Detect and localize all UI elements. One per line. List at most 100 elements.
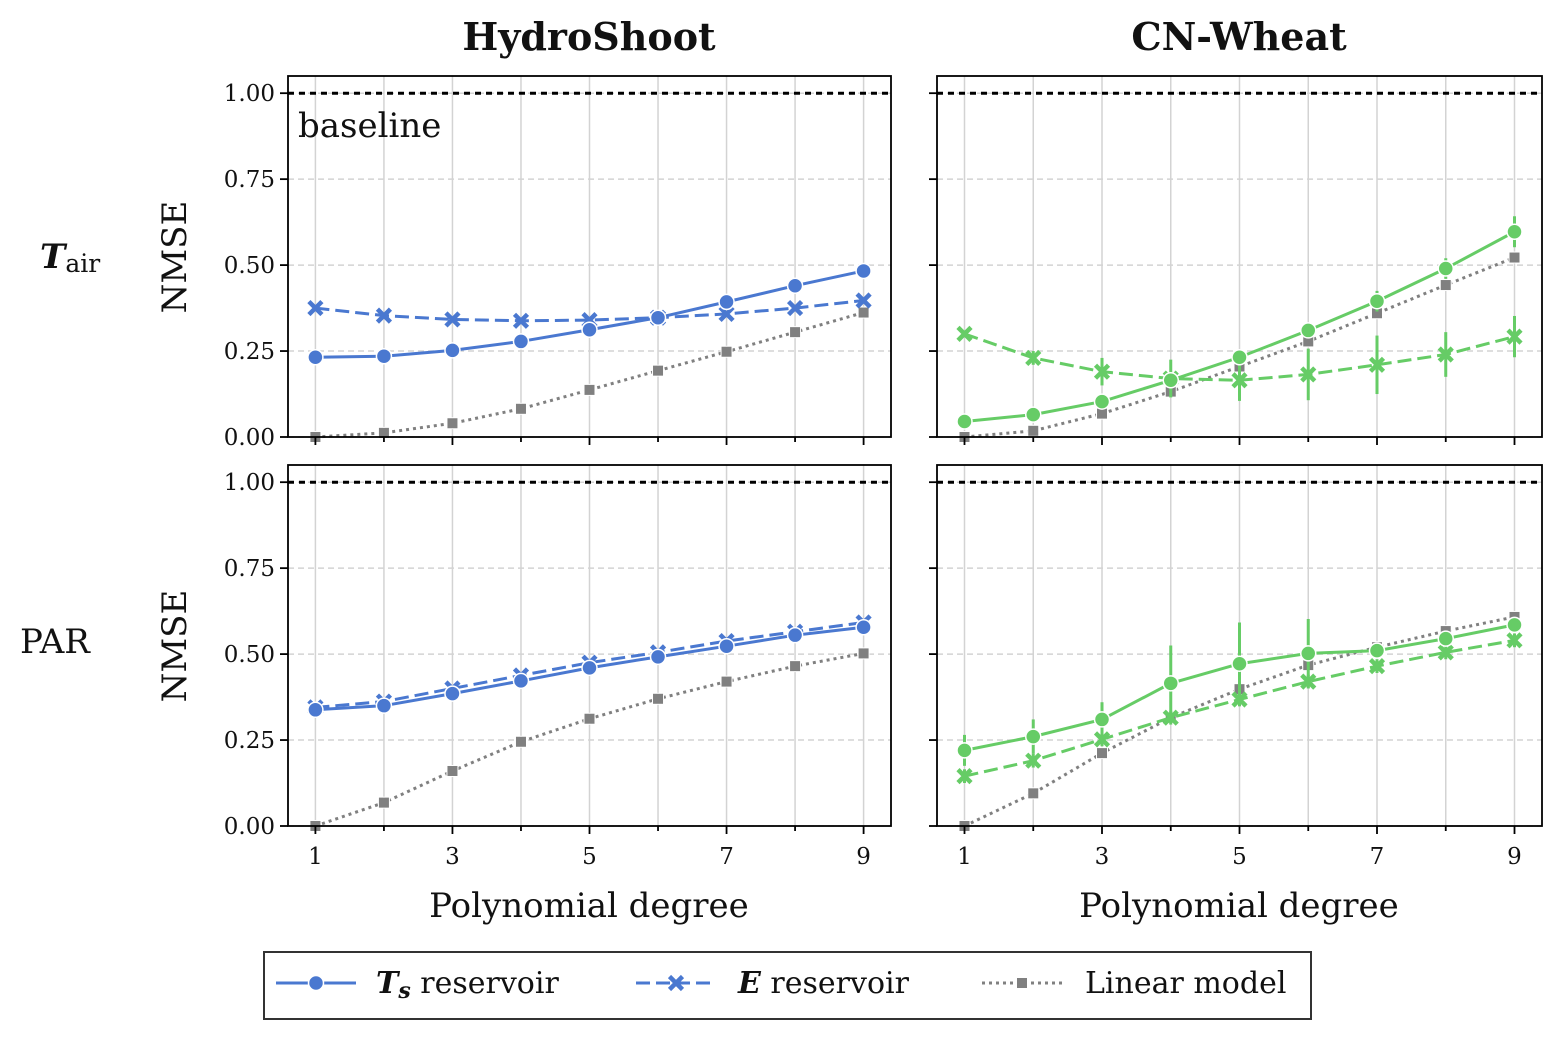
point-ts-reservoir-7 [1368,292,1386,310]
legend-swatch-linear-model [982,977,1062,989]
legend-marker-e-reservoir [667,974,685,992]
col-title-hydroshoot: HydroShoot [462,14,716,59]
point-ts-reservoir-6 [1300,322,1317,339]
panel-cnwheat-par: 1 3 5 7 9 [929,464,1543,870]
point-ts-reservoir-6 [649,309,667,326]
point-e-reservoir-8 [786,299,804,317]
point-ts-reservoir-2 [375,347,393,365]
ylabel-top: NMSE [155,201,195,314]
point-ts-reservoir-6 [1300,645,1317,662]
point-e-reservoir-2 [375,307,393,324]
col-title-cnwheat: CN-Wheat [1131,14,1347,59]
point-linear-model-3 [446,417,459,430]
point-e-reservoir-8 [1437,346,1454,363]
point-ts-reservoir-2 [1025,406,1042,423]
series-linear-model [309,647,870,832]
point-ts-reservoir-8 [1437,630,1454,647]
point-ts-reservoir-8 [1437,260,1454,277]
legend-marker-ts-reservoir [307,974,325,992]
legend-ts-sub: s [397,978,410,1004]
ytick-label-1.00: 1.00 [224,81,275,107]
xtick-label-3: 3 [1095,844,1110,870]
point-ts-reservoir-7 [718,293,735,311]
legend: Ts reservoir E reservoir Linear model [263,951,1312,1020]
legend-swatch-ts-reservoir [276,974,356,992]
xtick-label-5: 5 [1232,844,1247,870]
point-e-reservoir-1 [956,768,973,785]
point-e-reservoir-1 [956,325,973,342]
point-ts-reservoir-4 [512,672,530,690]
point-ts-reservoir-1 [307,348,324,366]
point-e-reservoir-7 [1368,356,1386,373]
series-ts-reservoir [307,619,872,719]
point-ts-reservoir-8 [786,277,804,294]
point-ts-reservoir-3 [444,342,461,359]
baseline-annotation: baseline [298,106,441,146]
point-ts-reservoir-5 [1231,655,1248,672]
point-ts-reservoir-7 [718,637,735,655]
panel-cnwheat-tair [929,75,1543,445]
ytick-label-0.50: 0.50 [224,642,275,668]
point-linear-model-7 [720,345,733,358]
ylabel-bottom: NMSE [155,590,195,703]
point-linear-model-6 [652,364,665,377]
point-ts-reservoir-2 [1025,728,1042,745]
ytick-label-0.50: 0.50 [224,253,275,279]
xtick-label-7: 7 [719,844,734,870]
point-linear-model-4 [514,735,527,748]
point-e-reservoir-3 [1093,731,1111,748]
point-e-reservoir-5 [1231,372,1248,389]
line-linear-model [963,615,1515,828]
point-e-reservoir-1 [307,299,324,317]
xtick-label-1: 1 [308,844,323,870]
point-e-reservoir-9 [1506,328,1523,345]
ytick-label-0.25: 0.25 [224,339,275,365]
point-linear-model-4 [514,402,527,415]
point-ts-reservoir-4 [512,333,530,350]
xlabel-right: Polynomial degree [1079,886,1399,926]
point-ts-reservoir-5 [581,659,598,677]
legend-e-main: E [737,966,762,1001]
series-linear-model [309,306,870,443]
line-e-reservoir [315,620,864,709]
point-linear-model-3 [446,764,459,777]
ytick-label-0.00: 0.00 [224,814,275,840]
ytick-label-0.25: 0.25 [224,728,275,754]
point-e-reservoir-2 [1025,349,1042,367]
point-ts-reservoir-9 [855,619,872,636]
series-ts-reservoir [307,262,872,366]
legend-frame [263,951,1312,1020]
point-ts-reservoir-3 [444,685,461,702]
point-linear-model-8 [789,660,802,673]
xtick-label-9: 9 [1507,844,1522,870]
legend-ts-main: T [376,966,401,1001]
point-linear-model-8 [789,326,802,339]
point-e-reservoir-6 [1300,366,1317,383]
point-linear-model-9 [857,306,870,319]
point-ts-reservoir-1 [956,742,973,759]
line-linear-model [964,256,1516,439]
legend-marker-linear-model [1016,977,1028,989]
point-e-reservoir-3 [1093,363,1111,380]
point-ts-reservoir-4 [1162,675,1179,692]
point-linear-model-8 [1439,279,1452,292]
point-ts-reservoir-1 [956,413,973,430]
point-e-reservoir-8 [1437,644,1454,661]
legend-e-rest: reservoir [761,966,910,1001]
point-ts-reservoir-9 [1506,223,1523,240]
point-e-reservoir-9 [1506,632,1523,649]
legend-label-linear-model: Linear model [1085,966,1286,1001]
legend-label-ts-reservoir: Ts reservoir [376,966,559,1004]
legend-swatch-e-reservoir [636,974,716,992]
row-label-tair-main: T [40,237,68,277]
point-e-reservoir-7 [1368,658,1386,675]
point-linear-model-2 [377,796,390,809]
point-linear-model-5 [583,383,596,396]
point-linear-model-6 [652,692,665,705]
xtick-label-9: 9 [856,844,871,870]
point-e-reservoir-2 [1025,752,1042,769]
xlabel-left: Polynomial degree [429,886,749,926]
xtick-label-5: 5 [582,844,597,870]
xtick-label-3: 3 [445,844,460,870]
